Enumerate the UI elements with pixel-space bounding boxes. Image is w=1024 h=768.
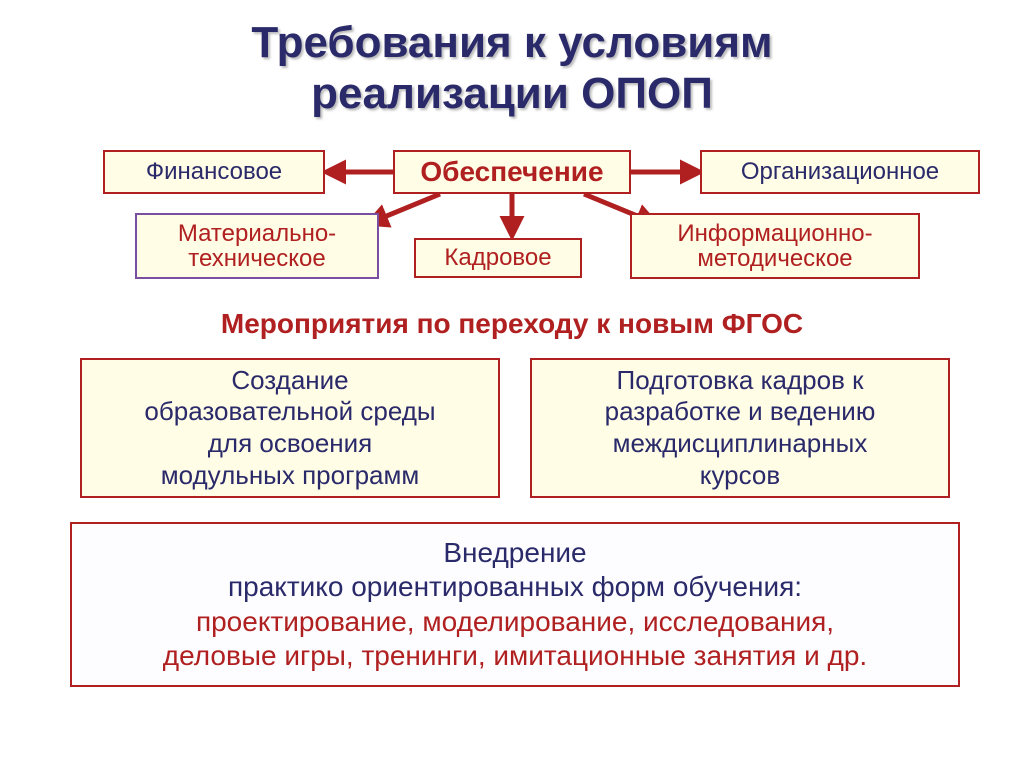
subtitle: Мероприятия по переходу к новым ФГОС: [0, 308, 1024, 340]
branch-box-4: Информационно-методическое: [630, 213, 920, 279]
page-title: Требования к условиям реализации ОПОП: [0, 18, 1024, 119]
bottom-box-detail-line: проектирование, моделирование, исследова…: [90, 605, 940, 639]
branch-box-2: Материально-техническое: [135, 213, 379, 279]
mid-box-line: разработке и ведению: [550, 396, 930, 428]
arrow-2: [372, 194, 440, 222]
mid-box-line: для освоения: [100, 428, 480, 460]
mid-box-line: Подготовка кадров к: [550, 365, 930, 397]
bottom-box-detail-line: деловые игры, тренинги, имитационные зан…: [90, 639, 940, 673]
branch-box-label: Финансовое: [146, 159, 282, 184]
title-line2: реализации ОПОП: [311, 69, 713, 118]
mid-box-1: Подготовка кадров кразработке и ведениюм…: [530, 358, 950, 498]
center-box: Обеспечение: [393, 150, 631, 194]
bottom-box: Внедрениепрактико ориентированных форм о…: [70, 522, 960, 687]
center-box-label: Обеспечение: [420, 157, 603, 186]
branch-box-1: Организационное: [700, 150, 980, 194]
mid-box-line: образовательной среды: [100, 396, 480, 428]
branch-box-label: Материально-техническое: [178, 221, 336, 271]
title-line1: Требования к условиям: [251, 18, 772, 67]
branch-box-label: Информационно-методическое: [677, 221, 872, 271]
subtitle-text: Мероприятия по переходу к новым ФГОС: [221, 308, 803, 339]
branch-box-label: Кадровое: [444, 245, 551, 270]
mid-box-line: курсов: [550, 460, 930, 492]
branch-box-3: Кадровое: [414, 238, 582, 278]
mid-box-line: модульных программ: [100, 460, 480, 492]
bottom-box-lead-line: Внедрение: [90, 536, 940, 570]
bottom-box-lead-line: практико ориентированных форм обучения:: [90, 570, 940, 604]
mid-box-line: Создание: [100, 365, 480, 397]
mid-box-0: Созданиеобразовательной средыдля освоени…: [80, 358, 500, 498]
branch-box-label: Организационное: [741, 159, 939, 184]
branch-box-0: Финансовое: [103, 150, 325, 194]
mid-box-line: междисциплинарных: [550, 428, 930, 460]
